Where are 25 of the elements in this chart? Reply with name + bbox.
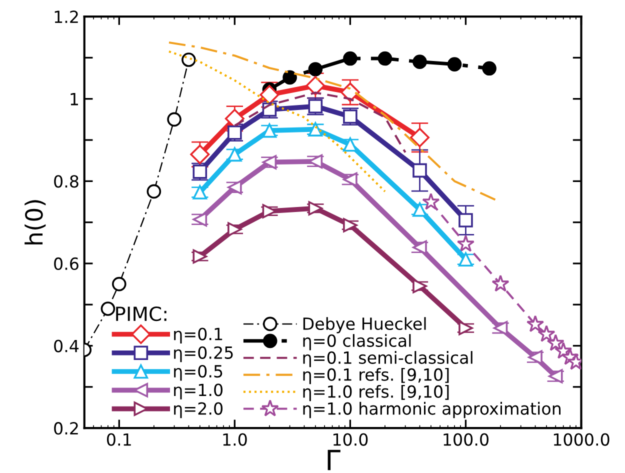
y-tick-label: 1.2 xyxy=(54,10,78,23)
x-tick-label: 1000.0 xyxy=(554,433,610,446)
x-tick-label: 1.0 xyxy=(223,433,247,446)
y-tick-label: 0.8 xyxy=(54,175,78,188)
legend-title: PIMC: xyxy=(116,306,166,322)
y-tick-label: 1 xyxy=(70,93,78,106)
legend-label: η=0.25 xyxy=(174,346,233,362)
legend-label: η=0 classical xyxy=(303,334,411,350)
x-axis-title: Γ xyxy=(328,450,340,470)
legend-label: η=0.1 xyxy=(174,328,222,344)
legend-label: η=0.1 refs. [9,10] xyxy=(303,368,449,384)
legend-label: Debye Hueckel xyxy=(303,317,426,334)
x-tick-label: 100.0 xyxy=(444,433,488,446)
y-tick-label: 0.6 xyxy=(54,257,78,270)
legend-label: η=1.0 harmonic approximation xyxy=(303,402,561,418)
y-axis-title: h(0) xyxy=(24,200,46,244)
x-tick-label: 0.1 xyxy=(107,433,131,446)
y-tick-label: 0.4 xyxy=(54,340,79,352)
legend-label: η=0.5 xyxy=(174,364,222,381)
x-tick-label: 10.0 xyxy=(333,433,368,446)
legend-label: η=1.0 refs. [9,10] xyxy=(303,384,449,402)
legend-label: η=2.0 xyxy=(174,402,223,418)
legend-label: η=0.1 semi-classical xyxy=(303,351,472,368)
y-tick-label: 0.2 xyxy=(54,422,78,435)
legend-label: η=1.0 xyxy=(174,384,223,400)
